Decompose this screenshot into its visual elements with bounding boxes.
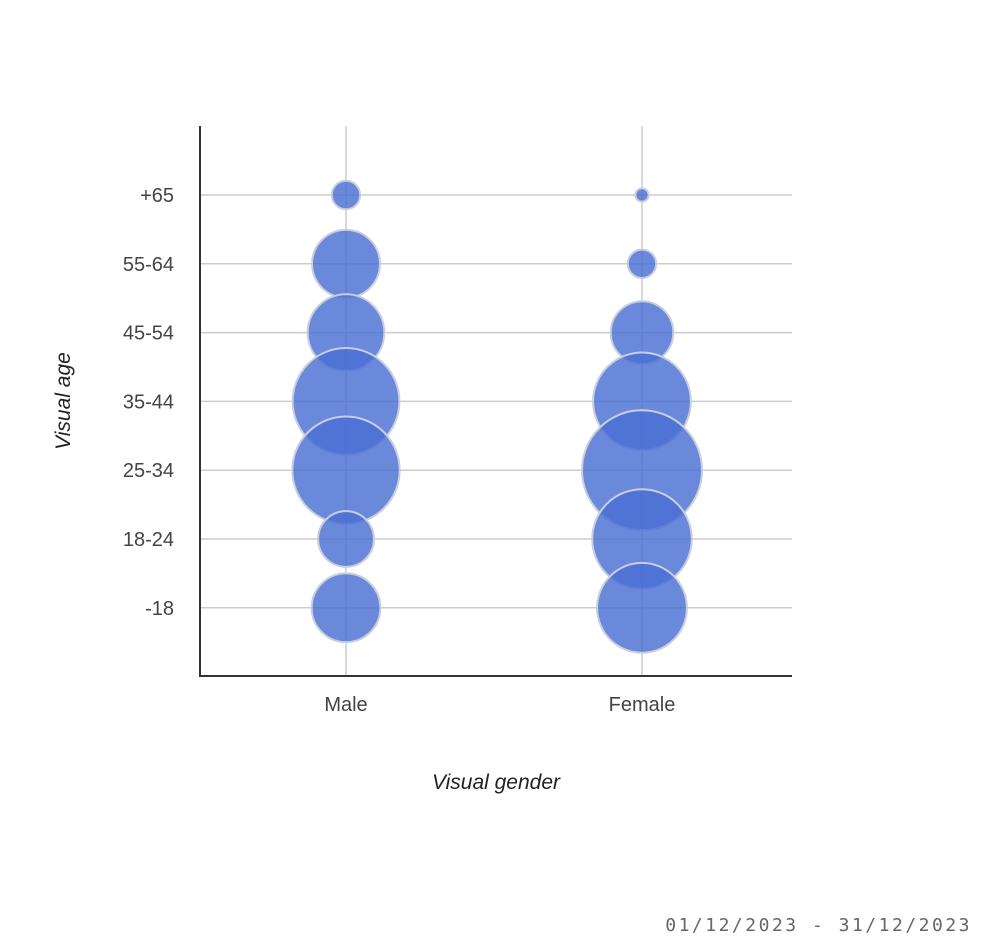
y-tick-label: 55-64 <box>123 254 174 276</box>
x-tick-label: Female <box>609 694 676 716</box>
y-tick-label: 25-34 <box>123 460 174 482</box>
bubble-male-2534[interactable] <box>291 415 401 525</box>
tick-labels: -18 18-24 25-34 35-44 45-54 55-64 +65 Male Femal… <box>123 185 676 716</box>
y-tick-label: 35-44 <box>123 391 174 413</box>
y-tick-label: -18 <box>145 598 174 620</box>
bubble-series <box>291 179 703 654</box>
bubble-female-18[interactable] <box>596 561 688 654</box>
x-tick-label: Male <box>324 694 367 716</box>
y-axis-title: Visual age <box>52 352 75 450</box>
y-tick-label: 18-24 <box>123 529 174 551</box>
bubble-female-65[interactable] <box>634 187 650 203</box>
y-tick-label: +65 <box>140 185 174 207</box>
x-axis-title: Visual gender <box>432 771 561 794</box>
bubble-male-5564[interactable] <box>311 228 381 299</box>
bubble-male-18[interactable] <box>310 572 382 644</box>
y-tick-label: 45-54 <box>123 323 174 345</box>
bubble-male-1824[interactable] <box>317 510 375 568</box>
bubble-male-65[interactable] <box>330 179 362 211</box>
date-range-label: 01/12/2023 - 31/12/2023 <box>665 915 972 936</box>
bubble-female-5564[interactable] <box>626 248 658 279</box>
axes <box>199 126 792 677</box>
grid-lines <box>200 126 792 676</box>
